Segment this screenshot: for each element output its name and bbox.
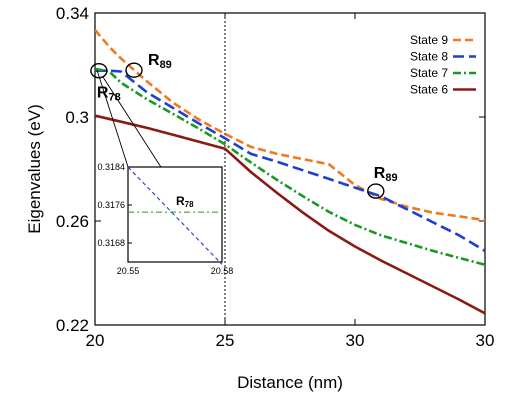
annotation-label-r78: R78 [97,85,121,104]
y-axis-title: Eigenvalues (eV) [25,104,44,233]
y-axis-ticks: 0.22 0.26 0.3 0.34 [56,4,485,335]
legend-label-state-6: State 6 [410,83,448,97]
y-tick-label: 0.26 [56,212,89,231]
y-tick-label: 0.34 [56,4,89,23]
series-line-state-7 [95,67,485,266]
inset-y-tick-label: 0.3168 [97,238,125,248]
x-axis-ticks: 20 25 30 30 [86,13,495,350]
x-tick-label: 20 [86,331,105,350]
inset-frame [127,166,223,263]
inset-x-tick-label: 20.55 [117,266,140,276]
series-line-state-9 [95,29,485,222]
annotation-layer: R89 R78 R89 [90,52,398,199]
legend: State 9 State 8 State 7 State 6 [410,33,476,97]
x-tick-label: 30 [346,331,365,350]
series-line-state-8 [95,69,485,253]
zoom-guide-line-top [96,69,129,168]
inset-line-state-8 [127,166,223,265]
inset-y-tick-label: 0.3176 [97,200,125,210]
annotation-circle-r78 [90,63,108,79]
inset-series-layer [127,166,223,265]
x-axis-title: Distance (nm) [237,373,343,392]
inset-y-tick-label: 0.3184 [97,162,125,172]
series-line-state-6 [95,114,485,315]
legend-label-state-8: State 8 [410,50,448,64]
annotation-label-r89-top: R89 [148,52,172,71]
inset-annotation-label: R78 [176,194,194,209]
inset-x-tick-label: 20.58 [211,266,234,276]
series-layer [95,29,485,315]
legend-label-state-9: State 9 [410,33,448,47]
inset-ticks: 0.3184 0.3176 0.3168 20.55 20.58 [97,162,233,276]
inset-plot: 0.3184 0.3176 0.3168 20.55 20.58 R78 [97,162,233,276]
annotation-circle-r89-right [367,183,385,199]
legend-label-state-7: State 7 [410,66,448,80]
y-tick-label: 0.3 [65,108,89,127]
x-tick-label: 25 [216,331,235,350]
x-tick-label: 30 [476,331,495,350]
annotation-label-r89-right: R89 [374,165,398,184]
y-tick-label: 0.22 [56,316,89,335]
annotation-circle-r89-top [125,62,143,78]
plot-frame [94,12,486,326]
